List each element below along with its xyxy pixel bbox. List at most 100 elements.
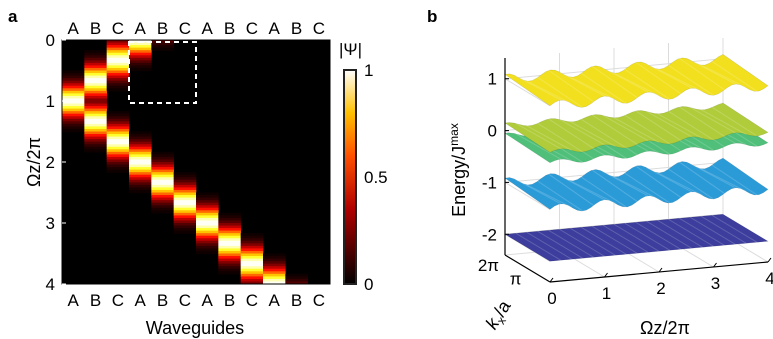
- heatmap-panel: [61, 39, 331, 285]
- heatmap-cell: [62, 78, 85, 82]
- heatmap-cell: [106, 159, 130, 163]
- z-tick-label: -1: [482, 173, 497, 192]
- heatmap-cell: [84, 134, 107, 138]
- heatmap-cell: [106, 40, 130, 44]
- heatmap-cell: [129, 50, 152, 54]
- heatmap-cell: [240, 271, 264, 275]
- heatmap-cell: [173, 215, 197, 219]
- heatmap-cell: [263, 266, 286, 270]
- heatmap-cell: [196, 192, 219, 196]
- heatmap-cell: [62, 123, 85, 128]
- k-axis-label: kx/a: [481, 296, 517, 335]
- heatmap-cell: [106, 146, 130, 150]
- heatmap-cell: [129, 151, 152, 155]
- band-ripple-line: [679, 161, 725, 194]
- heatmap-cell: [84, 50, 107, 54]
- heatmap-cell: [196, 220, 219, 224]
- heatmap-cell: [173, 172, 197, 176]
- heatmap-cell: [129, 45, 152, 49]
- heatmap-cell: [84, 144, 107, 148]
- heatmap-cell: [240, 258, 264, 262]
- heatmap-cell: [263, 258, 286, 262]
- band-ripple-line: [668, 110, 714, 141]
- band-ripple-line: [526, 80, 573, 105]
- x-tick-mark-3d: [658, 267, 663, 273]
- heatmap-cell: [106, 67, 130, 72]
- heatmap-cell: [151, 169, 174, 173]
- heatmap-cell: [218, 220, 241, 224]
- band-ripple-line: [515, 75, 562, 101]
- band-ripple-line: [515, 123, 562, 150]
- band-ripple-line: [700, 64, 747, 89]
- heatmap-cell: [240, 261, 264, 265]
- heatmap-cell: [84, 146, 107, 150]
- energy-band-surface: [504, 102, 769, 153]
- heatmap-cell: [240, 278, 264, 283]
- bottom-waveguide-tick-label: C: [179, 291, 191, 310]
- bottom-waveguide-tick-label: A: [268, 291, 280, 310]
- heatmap-cell: [240, 248, 264, 252]
- heatmap-cell: [151, 177, 174, 181]
- heatmap-cell: [62, 83, 85, 87]
- band-ripple-line: [700, 215, 747, 244]
- heatmap-cell: [263, 273, 286, 277]
- heatmap-cell: [129, 67, 152, 72]
- band-ripple-line: [679, 57, 725, 91]
- heatmap-cell: [106, 85, 130, 89]
- heatmap-cell: [151, 154, 174, 158]
- heatmap-cell: [218, 230, 241, 234]
- heatmap-cell: [129, 139, 152, 143]
- heatmap-cell: [173, 187, 197, 191]
- band-ripple-line: [613, 72, 660, 97]
- band-ripple-line: [570, 76, 616, 101]
- heatmap-cell: [106, 65, 130, 69]
- heatmap-cell: [240, 276, 264, 280]
- top-waveguide-tick-label: A: [268, 19, 280, 38]
- heatmap-cell: [84, 67, 107, 72]
- y-tick-label: 0: [46, 31, 55, 50]
- heatmap-cell: [106, 47, 130, 51]
- heatmap-cell: [263, 281, 286, 284]
- band-ripple-line: [537, 230, 583, 259]
- band-ripple-line: [690, 216, 736, 245]
- heatmap-cell: [263, 268, 286, 272]
- y-tick-label: 1: [46, 92, 55, 111]
- band-ripple-line: [559, 175, 605, 201]
- heatmap-cell: [84, 111, 107, 115]
- heatmap-cell: [106, 52, 130, 56]
- heatmap-cell: [263, 276, 286, 280]
- heatmap-cell: [129, 146, 152, 150]
- heatmap-cell: [84, 141, 107, 145]
- heatmap-cell: [196, 228, 219, 232]
- heatmap-cell: [129, 144, 152, 148]
- band-ripple-line: [548, 173, 594, 206]
- heatmap-cell: [151, 156, 174, 161]
- top-waveguide-tick-label: C: [112, 19, 124, 38]
- band-ripple-line: [635, 221, 682, 250]
- y-tick-label: 4: [46, 275, 55, 294]
- heatmap-cell: [285, 276, 308, 280]
- heatmap-cell: [84, 90, 107, 94]
- k-tick-label: 2π: [478, 256, 499, 275]
- heatmap-cell: [218, 245, 241, 250]
- band-ripple-line: [690, 107, 736, 134]
- heatmap-cell: [62, 118, 85, 122]
- heatmap-cell: [173, 205, 197, 209]
- energy-band-surface: [504, 54, 769, 108]
- heatmap-cell: [151, 42, 174, 46]
- heatmap-cell: [151, 195, 174, 199]
- heatmap-cell: [84, 131, 107, 135]
- heatmap-cell: [84, 65, 107, 69]
- heatmap-cell: [285, 281, 308, 284]
- band-ripple-line: [624, 222, 671, 251]
- heatmap-cell: [106, 80, 130, 84]
- x-tick-mark-3d: [604, 272, 608, 278]
- heatmap-cell: [84, 95, 107, 100]
- heatmap-cell: [218, 253, 241, 257]
- heatmap-cell: [62, 90, 85, 94]
- heatmap-cell: [62, 126, 85, 130]
- heatmap-cell: [196, 235, 219, 239]
- top-waveguide-tick-label: B: [291, 19, 302, 38]
- top-waveguide-tick-label: B: [157, 19, 168, 38]
- heatmap-cell: [173, 182, 197, 186]
